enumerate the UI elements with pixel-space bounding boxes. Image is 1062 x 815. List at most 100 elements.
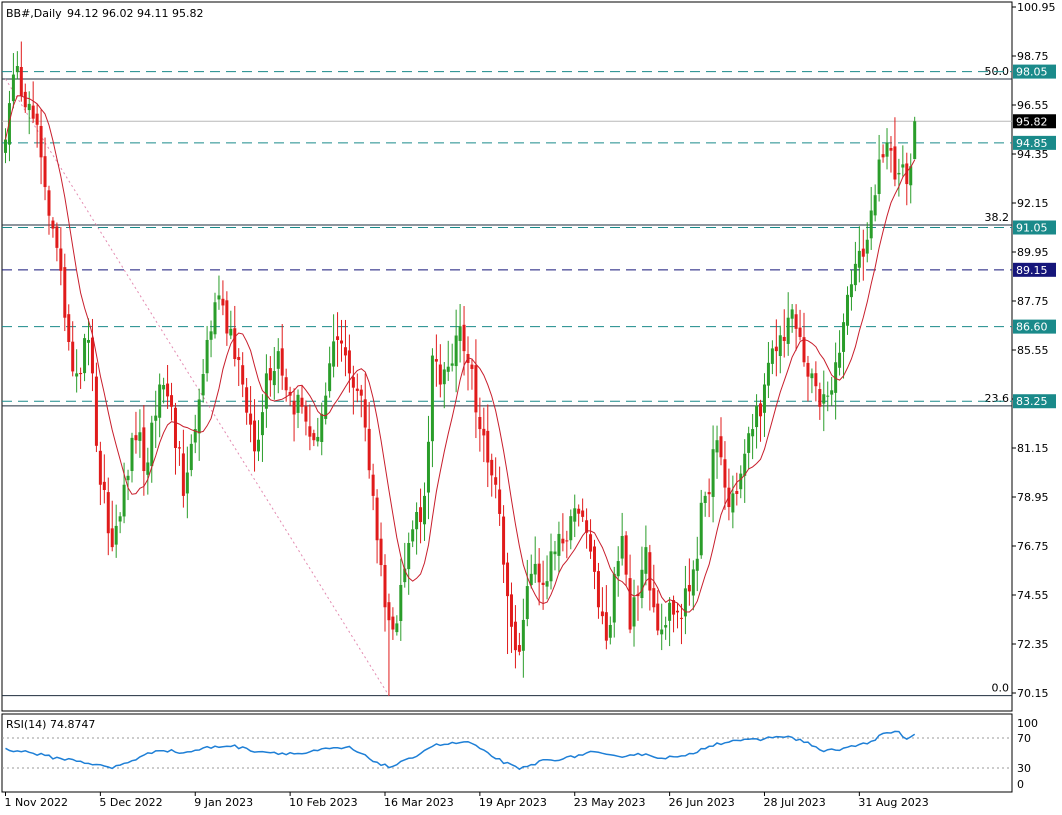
candle-body (300, 397, 304, 407)
candle-body (478, 416, 482, 430)
candle-body (23, 91, 27, 108)
candle-body (177, 447, 181, 449)
rsi-panel (1, 713, 1013, 793)
candle-body (272, 371, 276, 386)
candle-body (63, 267, 67, 318)
candle-body (102, 481, 106, 491)
candle-body (268, 368, 272, 381)
level-price-tag (1013, 220, 1056, 235)
candle-body (573, 508, 577, 522)
candle-body (292, 400, 296, 415)
candle-body (55, 226, 59, 248)
price-axis-tick-label: 89.95 (1017, 246, 1049, 259)
candle-body (640, 569, 644, 599)
candle-body (529, 573, 533, 586)
candle-body (185, 472, 189, 494)
candle-body (509, 594, 513, 627)
price-axis-tick-label: 94.35 (1017, 148, 1049, 161)
price-axis-tick-label: 98.75 (1017, 50, 1049, 63)
candle-body (312, 433, 316, 441)
price-axis-tick-label: 74.55 (1017, 589, 1049, 602)
candle-body (913, 121, 917, 160)
candle-body (592, 546, 596, 572)
candle-body (822, 394, 826, 404)
candle-body (446, 366, 450, 372)
candle-body (810, 373, 814, 379)
candle-body (853, 263, 857, 286)
candle-body (826, 395, 830, 397)
candle-body (513, 621, 517, 651)
chart-header-ohlc: 94.12 96.02 94.11 95.82 (67, 7, 203, 20)
candle-body (533, 563, 537, 575)
candle-body (320, 413, 324, 442)
candle-body (762, 384, 766, 413)
candle-body (802, 337, 806, 363)
candle-body (193, 429, 197, 443)
candle-body (450, 363, 454, 366)
candle-body (173, 407, 177, 448)
candle-body (166, 383, 170, 397)
candle-body (201, 374, 205, 396)
candle-body (209, 331, 213, 340)
fib-trendline (5, 78, 390, 696)
candle-body (197, 399, 201, 434)
candle-body (98, 450, 102, 485)
candle-body (43, 156, 47, 188)
moving-average-line (5, 95, 916, 613)
candle-body (683, 588, 687, 617)
candle-body (260, 412, 264, 436)
candle-body (770, 348, 774, 364)
candle-body (778, 335, 782, 357)
candle-body (94, 376, 98, 446)
candle-body (581, 510, 585, 517)
candle-body (217, 295, 221, 300)
level-price-tag (1013, 262, 1056, 277)
candle-body (387, 602, 391, 621)
candle-body (19, 67, 23, 97)
candle-body (39, 125, 43, 158)
candle-body (482, 428, 486, 436)
chart-header: BB#,Daily (6, 7, 62, 20)
candle-body (399, 584, 403, 621)
time-axis-label: 5 Dec 2022 (99, 796, 162, 809)
candle-body (893, 146, 897, 180)
price-axis-tick-label: 78.95 (1017, 491, 1049, 504)
candle-body (616, 561, 620, 577)
candle-body (541, 582, 545, 585)
level-price-label: 86.60 (1016, 321, 1048, 334)
candle-body (612, 573, 616, 623)
candle-body (426, 441, 430, 493)
candle-body (842, 322, 846, 352)
candle-body (901, 164, 905, 168)
candle-body (830, 390, 834, 395)
candle-body (506, 562, 510, 597)
candle-body (549, 551, 553, 582)
candle-body (865, 239, 869, 254)
time-axis-label: 1 Nov 2022 (5, 796, 68, 809)
candle-body (304, 406, 308, 422)
candle-body (170, 395, 174, 407)
candle-body (371, 474, 375, 496)
current-price-tag (1013, 114, 1056, 129)
level-price-label: 98.05 (1016, 66, 1048, 79)
candle-body (253, 420, 257, 452)
candle-body (118, 516, 122, 522)
candle-body (296, 394, 300, 413)
candle-body (71, 341, 75, 372)
candle-body (90, 337, 94, 374)
time-axis-label: 16 Mar 2023 (384, 796, 454, 809)
candle-body (782, 336, 786, 341)
candle-body (691, 569, 695, 596)
candle-body (889, 148, 893, 151)
candle-body (79, 372, 83, 375)
candle-body (774, 346, 778, 352)
candle-body (343, 347, 347, 356)
candle-body (668, 602, 672, 621)
candle-body (759, 403, 763, 417)
candle-body (154, 415, 158, 421)
candle-body (438, 364, 442, 385)
candle-body (249, 413, 253, 425)
candle-body (715, 440, 719, 453)
candle-body (162, 384, 166, 390)
candle-body (340, 340, 344, 344)
